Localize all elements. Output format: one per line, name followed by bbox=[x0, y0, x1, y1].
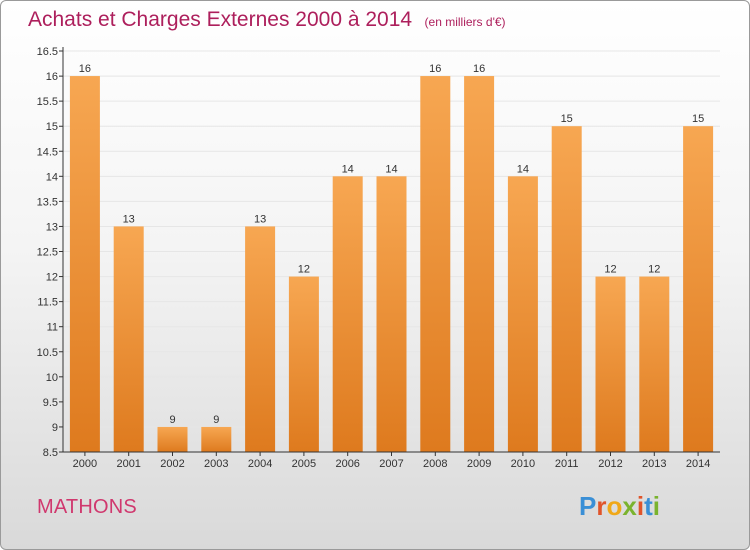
commune-name: MATHONS bbox=[37, 496, 137, 518]
value-label: 12 bbox=[648, 264, 660, 276]
value-label: 9 bbox=[213, 414, 219, 426]
bar-2002 bbox=[157, 426, 188, 452]
value-label: 9 bbox=[169, 414, 175, 426]
x-tick-label: 2012 bbox=[598, 458, 622, 470]
x-tick-label: 2007 bbox=[379, 458, 403, 470]
value-label: 13 bbox=[123, 213, 135, 225]
y-tick-label: 15.5 bbox=[37, 96, 58, 108]
bar-2011 bbox=[551, 126, 582, 452]
x-tick-label: 2000 bbox=[73, 458, 97, 470]
labels: 8.5 9 9.5 10 10.5 11 11.5 12 12.5 13 13.5 14 14.5 15 1… bbox=[37, 46, 711, 470]
y-tick-label: 14 bbox=[46, 171, 58, 183]
y-tick-label: 10 bbox=[46, 372, 58, 384]
bars bbox=[69, 76, 714, 452]
value-label: 12 bbox=[604, 264, 616, 276]
logo-letter: o bbox=[606, 491, 623, 521]
y-tick-label: 16 bbox=[46, 71, 58, 83]
y-tick-label: 13 bbox=[46, 221, 58, 233]
value-label: 14 bbox=[385, 163, 397, 175]
y-tick-label: 8.5 bbox=[43, 447, 58, 459]
y-tick-label: 10.5 bbox=[37, 347, 58, 359]
value-label: 13 bbox=[254, 213, 266, 225]
y-tick-label: 9 bbox=[52, 422, 58, 434]
bar-2014 bbox=[683, 126, 714, 452]
logo-letter: t bbox=[644, 491, 653, 521]
bar-2004 bbox=[245, 226, 276, 452]
bar-2001 bbox=[113, 226, 144, 452]
chart-title-unit: (en milliers d'€) bbox=[424, 15, 506, 29]
proxiti-logo: Proxiti bbox=[579, 491, 660, 522]
value-label: 16 bbox=[79, 63, 91, 75]
bar-2009 bbox=[464, 76, 495, 452]
chart-title: Achats et Charges Externes 2000 à 2014 (… bbox=[28, 8, 506, 32]
bar-2010 bbox=[507, 176, 538, 452]
logo-letter: x bbox=[622, 491, 637, 521]
x-tick-label: 2001 bbox=[116, 458, 140, 470]
x-tick-label: 2002 bbox=[160, 458, 184, 470]
axes bbox=[59, 47, 720, 456]
logo-letter: i bbox=[636, 491, 645, 521]
value-label: 16 bbox=[473, 63, 485, 75]
value-label: 14 bbox=[342, 163, 354, 175]
value-label: 14 bbox=[517, 163, 529, 175]
y-tick-label: 9.5 bbox=[43, 397, 58, 409]
bar-2006 bbox=[332, 176, 363, 452]
x-tick-label: 2008 bbox=[423, 458, 447, 470]
y-tick-label: 11 bbox=[47, 322, 58, 334]
chart-title-main: Achats et Charges Externes 2000 à 2014 bbox=[28, 8, 413, 31]
value-label: 16 bbox=[429, 63, 441, 75]
bar-2013 bbox=[639, 276, 670, 452]
bar-2003 bbox=[201, 426, 232, 452]
x-tick-label: 2010 bbox=[511, 458, 535, 470]
y-tick-label: 16.5 bbox=[37, 46, 58, 58]
y-tick-label: 15 bbox=[46, 121, 58, 133]
value-label: 15 bbox=[692, 113, 704, 125]
logo-letter: i bbox=[652, 491, 660, 521]
value-label: 12 bbox=[298, 264, 310, 276]
logo-letter: r bbox=[596, 491, 607, 521]
y-tick-label: 14.5 bbox=[37, 146, 58, 158]
y-tick-label: 13.5 bbox=[37, 196, 58, 208]
x-tick-label: 2006 bbox=[335, 458, 359, 470]
bar-2008 bbox=[420, 76, 451, 452]
bar-2012 bbox=[595, 276, 626, 452]
x-tick-label: 2004 bbox=[248, 458, 272, 470]
x-tick-label: 2014 bbox=[686, 458, 710, 470]
x-tick-label: 2003 bbox=[204, 458, 228, 470]
logo-letter: P bbox=[579, 491, 597, 521]
x-tick-label: 2005 bbox=[292, 458, 316, 470]
y-tick-label: 12.5 bbox=[37, 247, 58, 259]
x-tick-label: 2013 bbox=[642, 458, 666, 470]
value-label: 15 bbox=[561, 113, 573, 125]
x-tick-label: 2011 bbox=[555, 458, 579, 470]
x-tick-label: 2009 bbox=[467, 458, 491, 470]
bar-2005 bbox=[288, 276, 319, 452]
y-tick-label: 12 bbox=[46, 272, 58, 284]
y-tick-label: 11.5 bbox=[37, 297, 58, 309]
bar-2007 bbox=[376, 176, 407, 452]
bar-2000 bbox=[69, 76, 100, 452]
